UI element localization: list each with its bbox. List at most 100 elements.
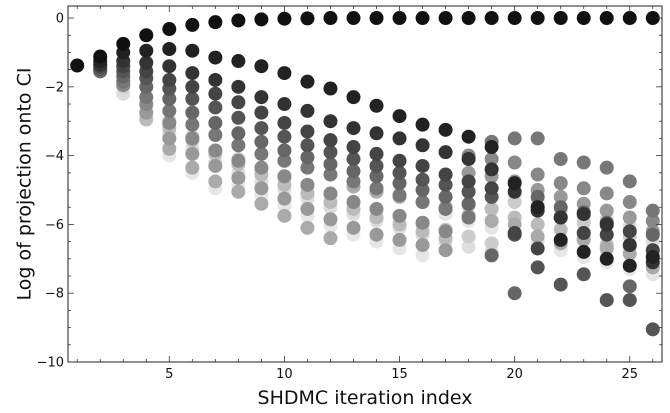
data-point (553, 152, 568, 167)
data-point (346, 11, 361, 26)
data-point (300, 103, 315, 118)
data-point (576, 226, 591, 241)
data-point (346, 140, 361, 155)
data-point (254, 134, 269, 149)
data-point (185, 91, 200, 106)
x-tick-label: 5 (165, 367, 173, 382)
data-point (507, 226, 522, 241)
data-point (507, 286, 522, 301)
data-point (438, 11, 453, 26)
data-point (254, 90, 269, 105)
data-point (162, 72, 177, 87)
data-point (277, 115, 292, 130)
data-point (622, 195, 637, 210)
data-point (530, 167, 545, 182)
x-tick-label: 10 (276, 367, 293, 382)
data-point (231, 170, 246, 185)
data-point (208, 158, 223, 173)
data-point (415, 158, 430, 173)
data-point (208, 127, 223, 142)
data-point (553, 189, 568, 204)
data-point (576, 11, 591, 26)
data-point (530, 229, 545, 244)
data-point (484, 201, 499, 216)
data-point (231, 138, 246, 153)
data-point (530, 11, 545, 26)
x-tick-label: 15 (391, 367, 408, 382)
data-point (231, 184, 246, 199)
data-point (208, 143, 223, 158)
data-point (323, 114, 338, 129)
data-point (323, 11, 338, 26)
data-point (438, 201, 453, 216)
data-point (461, 210, 476, 225)
data-point (484, 162, 499, 177)
data-point (599, 11, 614, 26)
data-point (553, 200, 568, 215)
plot-frame (67, 5, 663, 363)
data-point (346, 164, 361, 179)
data-point (139, 43, 154, 58)
data-point (300, 177, 315, 192)
data-point (185, 66, 200, 81)
y-tick-label: −8 (45, 287, 64, 302)
y-tick-label: 0 (56, 12, 64, 27)
data-point (553, 222, 568, 237)
data-point (645, 227, 660, 242)
data-point (484, 248, 499, 263)
data-point (277, 129, 292, 144)
data-point (300, 150, 315, 165)
data-point (162, 131, 177, 146)
data-point (277, 97, 292, 112)
data-point (254, 160, 269, 175)
data-point (576, 155, 591, 170)
data-point (576, 244, 591, 259)
data-point (553, 210, 568, 225)
data-point (438, 243, 453, 258)
data-point (392, 131, 407, 146)
data-point (185, 131, 200, 146)
data-point (576, 207, 591, 222)
data-point (507, 176, 522, 191)
x-tick-label: 25 (621, 367, 638, 382)
data-point (645, 203, 660, 218)
data-point (484, 181, 499, 196)
data-point (507, 11, 522, 26)
x-tick-label: 20 (506, 367, 523, 382)
data-point (185, 43, 200, 58)
data-point (415, 183, 430, 198)
data-point (208, 100, 223, 115)
data-point (415, 238, 430, 253)
data-point (300, 11, 315, 26)
data-point (461, 174, 476, 189)
data-point (599, 293, 614, 308)
data-point (208, 15, 223, 30)
data-point (208, 86, 223, 101)
data-point (369, 227, 384, 242)
data-point (622, 238, 637, 253)
data-point (346, 220, 361, 235)
data-point (415, 138, 430, 153)
data-point (461, 196, 476, 211)
y-tick-label: −2 (45, 80, 64, 95)
data-point (231, 110, 246, 125)
data-point (185, 79, 200, 94)
points-layer (70, 11, 660, 337)
data-point (254, 196, 269, 211)
data-point (392, 232, 407, 247)
data-point (231, 13, 246, 28)
data-point (93, 49, 108, 64)
y-tick-label: −4 (45, 149, 64, 164)
data-point (392, 11, 407, 26)
data-point (622, 224, 637, 239)
data-point (277, 191, 292, 206)
data-point (553, 232, 568, 247)
data-point (415, 172, 430, 187)
data-point (553, 176, 568, 191)
data-point (300, 160, 315, 175)
data-point (231, 54, 246, 69)
data-point (185, 105, 200, 120)
data-point (300, 74, 315, 89)
data-point (392, 208, 407, 223)
